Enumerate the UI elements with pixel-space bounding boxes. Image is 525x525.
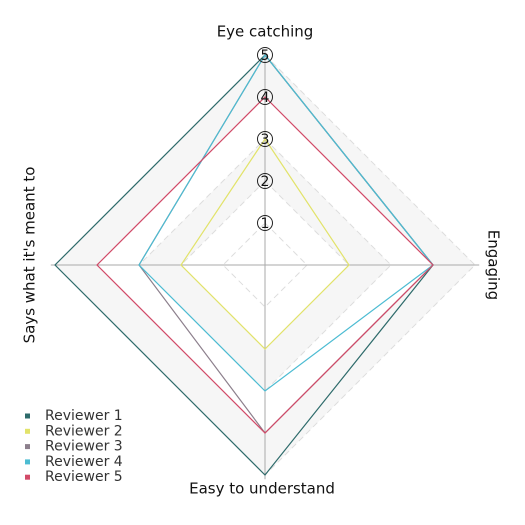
r-tick-label: 1 <box>261 216 270 232</box>
legend-label: Reviewer 4 <box>45 454 123 470</box>
series-polygon <box>138 53 434 392</box>
series-polygon <box>180 137 350 350</box>
category-label: Easy to understand <box>189 480 335 498</box>
legend-marker <box>25 459 30 465</box>
tick-circle <box>257 215 273 231</box>
series-polygon <box>96 96 434 434</box>
category-label: Says what it's meant to <box>21 167 39 344</box>
legend-label: Reviewer 1 <box>45 408 123 424</box>
r-tick-label: 3 <box>261 132 270 148</box>
tick-circle <box>257 89 273 105</box>
r-tick-label: 4 <box>261 90 270 106</box>
r-tick-label: 5 <box>261 48 270 64</box>
legend-marker <box>25 444 30 450</box>
legend-label: Reviewer 2 <box>45 423 123 439</box>
legend-marker <box>25 474 30 480</box>
category-label: Eye catching <box>217 23 314 41</box>
r-tick-label: 2 <box>261 174 270 190</box>
grid-ring <box>138 138 392 392</box>
tick-circle <box>257 131 273 147</box>
legend-label: Reviewer 5 <box>45 469 123 485</box>
legend-marker <box>25 428 30 434</box>
tick-circle <box>257 173 273 189</box>
category-label: Engaging <box>485 230 503 300</box>
tick-circle <box>257 47 273 63</box>
legend-label: Reviewer 3 <box>45 439 123 455</box>
legend-marker <box>25 413 30 419</box>
grid-ring <box>180 180 350 350</box>
